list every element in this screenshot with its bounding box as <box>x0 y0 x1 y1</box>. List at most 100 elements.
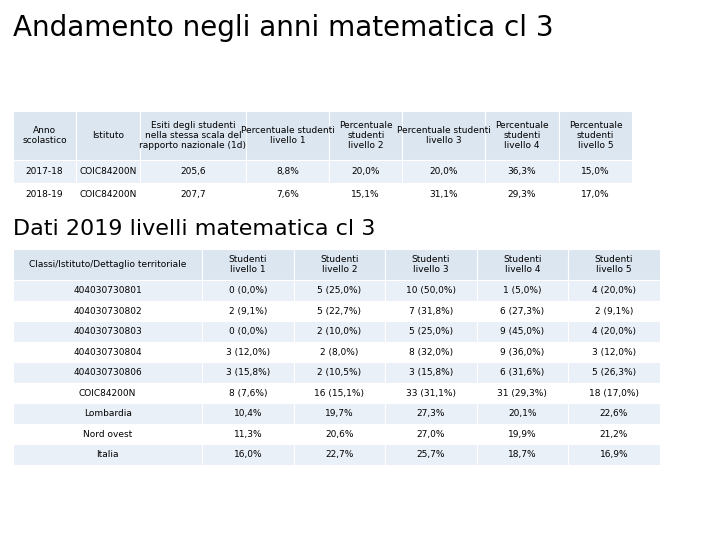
Bar <box>202 444 294 465</box>
Text: 0 (0,0%): 0 (0,0%) <box>229 327 267 336</box>
Text: COIC84200N: COIC84200N <box>79 389 136 397</box>
Bar <box>385 321 477 342</box>
Text: COIC84200N: COIC84200N <box>79 190 137 199</box>
Bar <box>294 280 385 301</box>
Text: 1 (5,0%): 1 (5,0%) <box>503 286 541 295</box>
Bar <box>294 321 385 342</box>
Bar <box>329 111 402 160</box>
Bar <box>559 160 632 183</box>
Bar <box>477 424 568 444</box>
Text: 5 (25,0%): 5 (25,0%) <box>318 286 361 295</box>
Bar <box>246 160 329 183</box>
Text: 33 (31,1%): 33 (31,1%) <box>406 389 456 397</box>
Bar <box>202 342 294 362</box>
Bar <box>13 424 202 444</box>
Bar <box>385 362 477 383</box>
Bar <box>568 403 660 424</box>
Bar <box>76 160 140 183</box>
Bar <box>477 249 568 280</box>
Bar <box>202 249 294 280</box>
Bar <box>568 424 660 444</box>
Text: Italia: Italia <box>96 450 119 459</box>
Text: 205,6: 205,6 <box>180 167 206 176</box>
Bar <box>477 342 568 362</box>
Bar <box>329 160 402 183</box>
Bar <box>385 403 477 424</box>
Bar <box>76 183 140 206</box>
Text: 2 (8,0%): 2 (8,0%) <box>320 348 359 356</box>
Text: Studenti
livello 5: Studenti livello 5 <box>595 255 633 274</box>
Text: 16,9%: 16,9% <box>600 450 628 459</box>
Bar <box>568 362 660 383</box>
Text: 16,0%: 16,0% <box>234 450 262 459</box>
Text: 29,3%: 29,3% <box>508 190 536 199</box>
Bar <box>13 111 76 160</box>
Text: 4 (20,0%): 4 (20,0%) <box>592 286 636 295</box>
Bar <box>402 183 485 206</box>
Text: Percentuale
studenti
livello 5: Percentuale studenti livello 5 <box>569 120 622 151</box>
Bar <box>140 183 246 206</box>
Bar <box>568 444 660 465</box>
Text: 2017-18: 2017-18 <box>26 167 63 176</box>
Text: 22,7%: 22,7% <box>325 450 354 459</box>
Text: 2 (10,5%): 2 (10,5%) <box>318 368 361 377</box>
Bar <box>13 321 202 342</box>
Text: 9 (36,0%): 9 (36,0%) <box>500 348 544 356</box>
Text: Studenti
livello 2: Studenti livello 2 <box>320 255 359 274</box>
Text: 17,0%: 17,0% <box>581 190 610 199</box>
Text: 31,1%: 31,1% <box>430 190 458 199</box>
Text: Esiti degli studenti
nella stessa scala del
rapporto nazionale (1d): Esiti degli studenti nella stessa scala … <box>140 120 246 151</box>
Bar <box>568 249 660 280</box>
Bar <box>202 403 294 424</box>
Text: 8 (32,0%): 8 (32,0%) <box>409 348 453 356</box>
Text: 207,7: 207,7 <box>180 190 206 199</box>
Bar <box>294 249 385 280</box>
Bar <box>294 301 385 321</box>
Bar <box>385 424 477 444</box>
Text: 3 (15,8%): 3 (15,8%) <box>409 368 453 377</box>
Text: Dati 2019 livelli matematica cl 3: Dati 2019 livelli matematica cl 3 <box>13 219 375 239</box>
Text: Nord ovest: Nord ovest <box>83 430 132 438</box>
Text: 19,9%: 19,9% <box>508 430 536 438</box>
Bar <box>246 183 329 206</box>
Text: 2 (9,1%): 2 (9,1%) <box>595 307 633 315</box>
Bar <box>202 383 294 403</box>
Text: 7,6%: 7,6% <box>276 190 299 199</box>
Bar <box>294 424 385 444</box>
Text: Percentuale
studenti
livello 4: Percentuale studenti livello 4 <box>495 120 549 151</box>
Text: 15,0%: 15,0% <box>581 167 610 176</box>
Text: 404030730803: 404030730803 <box>73 327 142 336</box>
Text: 36,3%: 36,3% <box>508 167 536 176</box>
Text: 20,0%: 20,0% <box>430 167 458 176</box>
Bar <box>477 321 568 342</box>
Text: 27,0%: 27,0% <box>417 430 445 438</box>
Text: 0 (0,0%): 0 (0,0%) <box>229 286 267 295</box>
Bar <box>385 280 477 301</box>
Text: Studenti
livello 4: Studenti livello 4 <box>503 255 541 274</box>
Text: 20,0%: 20,0% <box>351 167 380 176</box>
Text: Percentuale studenti
livello 3: Percentuale studenti livello 3 <box>397 126 491 145</box>
Text: 2 (9,1%): 2 (9,1%) <box>229 307 267 315</box>
Bar <box>477 362 568 383</box>
Bar <box>13 160 76 183</box>
Text: COIC84200N: COIC84200N <box>79 167 137 176</box>
Text: 31 (29,3%): 31 (29,3%) <box>498 389 547 397</box>
Text: 3 (12,0%): 3 (12,0%) <box>226 348 270 356</box>
Bar <box>568 321 660 342</box>
Text: 3 (15,8%): 3 (15,8%) <box>226 368 270 377</box>
Bar <box>202 424 294 444</box>
Bar <box>477 280 568 301</box>
Text: 18,7%: 18,7% <box>508 450 536 459</box>
Text: 2 (10,0%): 2 (10,0%) <box>318 327 361 336</box>
Bar <box>294 444 385 465</box>
Bar <box>13 301 202 321</box>
Bar <box>559 111 632 160</box>
Bar <box>385 383 477 403</box>
Text: Studenti
livello 3: Studenti livello 3 <box>412 255 450 274</box>
Bar <box>202 301 294 321</box>
Bar <box>385 301 477 321</box>
Text: 21,2%: 21,2% <box>600 430 628 438</box>
Text: 11,3%: 11,3% <box>234 430 262 438</box>
Bar <box>568 301 660 321</box>
Bar <box>568 342 660 362</box>
